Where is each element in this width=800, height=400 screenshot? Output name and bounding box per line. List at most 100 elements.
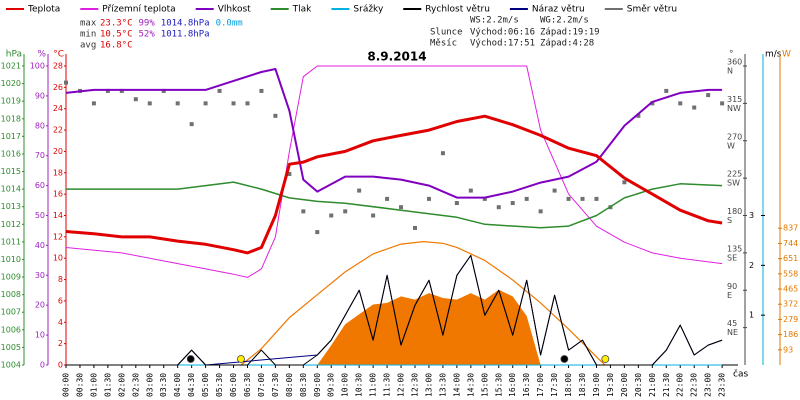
x-tick-label: 10:00 (341, 373, 350, 397)
direction-point (692, 105, 697, 110)
direction-point (105, 88, 110, 93)
y-tick-label: 14 (53, 211, 63, 220)
direction-point (650, 101, 655, 106)
x-tick-label: 14:00 (452, 373, 461, 397)
x-tick-label: 11:30 (383, 373, 392, 397)
y-tick-label: 6 (58, 296, 63, 305)
direction-point (175, 101, 180, 106)
stat-value: 23.3°C (100, 19, 133, 29)
info-text: WS:2.2m/s (470, 16, 519, 26)
y-tick-label: 16 (53, 190, 63, 199)
x-tick-label: 15:00 (480, 373, 489, 397)
y-tick-label: 40 (35, 241, 45, 250)
x-tick-label: 04:00 (173, 373, 182, 397)
x-tick-label: 06:00 (229, 373, 238, 397)
y-tick-label: 20 (53, 147, 63, 156)
x-tick-label: 06:30 (243, 373, 252, 397)
y-tick-label: 4 (58, 318, 63, 327)
x-tick-label: 07:30 (271, 373, 280, 397)
x-tick-label: 23:00 (704, 373, 713, 397)
radiation-theoretical (240, 240, 606, 366)
y2-tick-label: 93 (783, 345, 793, 354)
series-line (65, 68, 723, 199)
direction-point (496, 205, 501, 210)
radiation-measured (317, 289, 541, 365)
axis-unit: W (782, 50, 791, 60)
stat-value: 1011.8hPa (161, 30, 210, 40)
y-tick-label: 0 (40, 361, 45, 370)
x-tick-label: 18:30 (578, 373, 587, 397)
direction-label: S (727, 216, 732, 225)
axis-unit: °C (53, 50, 64, 60)
direction-label: NW (727, 104, 741, 113)
series-line (66, 181, 723, 229)
direction-point (413, 225, 417, 230)
stat-value: 16.8°C (100, 41, 133, 51)
y-tick-label: 28 (53, 62, 63, 71)
y-tick-label: 12 (53, 232, 63, 241)
direction-point (524, 196, 529, 201)
x-tick-label: 20:30 (634, 373, 643, 397)
direction-point (203, 101, 208, 106)
y2-tick-label: 270 (727, 132, 742, 141)
y-tick-label: 70 (35, 151, 45, 160)
direction-point (385, 196, 390, 201)
series-line (65, 65, 723, 278)
y-tick-label: 8 (58, 275, 63, 284)
direction-point (91, 101, 96, 106)
stat-value: 1014.8hPa (161, 19, 210, 29)
x-tick-label: 14:30 (466, 373, 475, 397)
y2-tick-label: 651 (783, 254, 798, 263)
stat-label: avg (80, 41, 96, 51)
y2-tick-label: 186 (783, 330, 798, 339)
x-tick-label: 09:00 (313, 373, 322, 397)
astro-marker (186, 355, 195, 363)
y-tick-label: 1011 (1, 237, 21, 246)
direction-point (440, 151, 445, 156)
info-text: Východ:06:16 (470, 28, 535, 38)
x-tick-label: 07:00 (257, 373, 266, 397)
y-tick-label: 20 (35, 301, 45, 310)
direction-point (678, 101, 683, 106)
stat-label: min (80, 30, 96, 40)
y-tick-label: 90 (35, 91, 45, 100)
direction-point (245, 101, 250, 106)
x-tick-label: 03:30 (159, 373, 168, 397)
direction-point (315, 230, 320, 235)
astro-marker (560, 355, 569, 363)
y-tick-label: 1013 (1, 202, 21, 211)
direction-point (482, 196, 487, 201)
x-tick-label: 05:30 (215, 373, 224, 397)
info-text: Západ:19:19 (540, 28, 600, 38)
plot: hPa1004100510061007100810091010101110121… (1, 50, 799, 398)
x-tick-label: 21:30 (662, 373, 671, 397)
x-tick-label: 01:30 (103, 373, 112, 397)
x-tick-label: 19:30 (606, 373, 615, 397)
y-tick-label: 1015 (1, 167, 21, 176)
direction-point (720, 101, 725, 106)
y-tick-label: 1017 (1, 132, 21, 141)
y-tick-label: 26 (53, 83, 63, 92)
direction-point (287, 171, 292, 176)
direction-point (552, 188, 557, 193)
info-text: Slunce (430, 28, 463, 38)
y-tick-label: 1018 (1, 114, 21, 123)
y2-tick-label: 135 (727, 244, 742, 253)
chart-title: 8.9.2014 (367, 50, 426, 64)
y2-tick-label: 45 (727, 319, 737, 328)
axis-unit: % (37, 50, 46, 60)
direction-point (566, 196, 571, 201)
x-tick-label: 19:00 (592, 373, 601, 397)
direction-point (217, 88, 222, 93)
direction-point (426, 196, 431, 201)
direction-point (636, 113, 641, 118)
x-tick-label: 03:00 (145, 373, 154, 397)
y-tick-label: 1021 (1, 62, 21, 71)
y-tick-label: 1020 (1, 79, 21, 88)
direction-point (161, 88, 166, 93)
astro-marker (237, 355, 245, 363)
y-tick-label: 1012 (1, 220, 21, 229)
x-tick-label: 13:00 (424, 373, 433, 397)
direction-point (594, 196, 599, 201)
y2-tick-label: 372 (783, 300, 798, 309)
